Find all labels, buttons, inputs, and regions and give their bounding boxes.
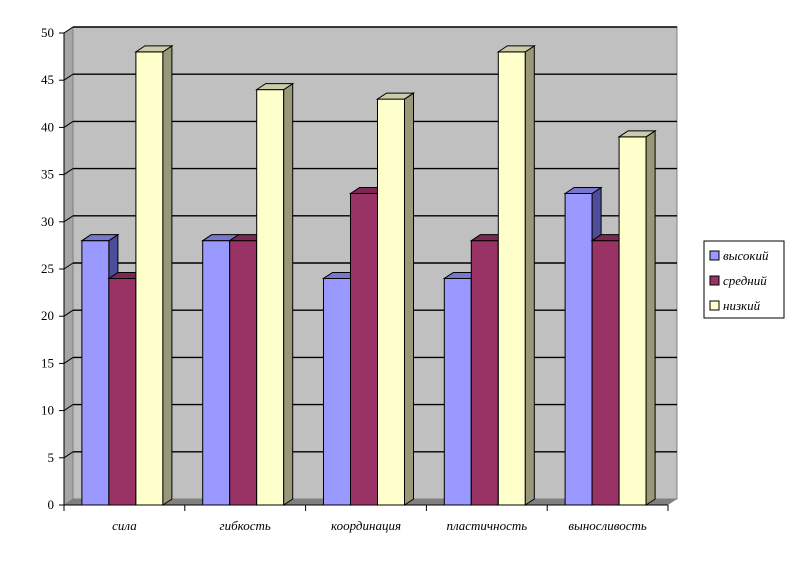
- bar-front: [470, 240, 499, 506]
- legend-swatch: [709, 250, 720, 261]
- bar-top: [563, 186, 603, 194]
- bar: [255, 82, 295, 506]
- bar-front: [229, 240, 258, 506]
- x-tick-label: координация: [331, 518, 401, 533]
- legend: высокий средний низкий: [703, 240, 785, 319]
- bar-top: [375, 92, 416, 100]
- bar-top: [255, 83, 295, 91]
- y-tick-label: 15: [41, 355, 54, 370]
- bar-front: [135, 51, 164, 506]
- legend-item: средний: [709, 273, 767, 288]
- bar-front: [81, 240, 110, 506]
- y-tick-label: 20: [41, 308, 54, 323]
- bars: [80, 44, 657, 506]
- bar-front: [377, 98, 405, 506]
- bar-front: [443, 277, 472, 506]
- y-tick-label: 10: [41, 403, 54, 418]
- bar-front: [108, 277, 137, 506]
- x-tick-label: выносливость: [568, 518, 646, 533]
- bar-front: [202, 240, 231, 506]
- gridline-depth: [63, 73, 74, 81]
- bar: [134, 44, 174, 506]
- legend-label: высокий: [723, 248, 769, 263]
- gridline-depth: [63, 168, 74, 176]
- gridline-depth: [63, 356, 74, 364]
- bar-top: [496, 45, 536, 53]
- bar-front: [256, 89, 285, 506]
- x-tick-label: гибкость: [220, 518, 271, 533]
- gridline-depth: [63, 262, 74, 270]
- y-tick-label: 25: [41, 261, 54, 276]
- y-tick-label: 50: [41, 25, 54, 40]
- bar-top: [134, 45, 174, 53]
- bar-front: [591, 240, 620, 506]
- bar-top: [80, 234, 120, 242]
- gridline-depth: [63, 309, 74, 317]
- bar: [617, 129, 657, 506]
- x-tick-label: пластичность: [446, 518, 527, 533]
- legend-swatch: [709, 300, 720, 311]
- axes: 0 5 10 15 20 25 30 35 40 45 50 сила гибкость координа…: [41, 25, 669, 533]
- y-tick-label: 30: [41, 214, 54, 229]
- y-tick-label: 5: [48, 450, 55, 465]
- legend-item: низкий: [709, 298, 761, 313]
- gridline-depth: [63, 215, 74, 223]
- bar-side: [524, 44, 535, 506]
- bar-side: [645, 129, 656, 506]
- bar-side: [162, 44, 173, 506]
- y-tick-label: 40: [41, 119, 54, 134]
- bar-front: [323, 277, 351, 506]
- gridline-depth: [63, 120, 74, 128]
- y-tick-label: 45: [41, 72, 54, 87]
- bar-side: [283, 82, 294, 506]
- bar-front: [564, 192, 593, 506]
- gridline-depth: [63, 26, 74, 34]
- y-tick-label: 0: [48, 497, 55, 512]
- gridline-depth: [63, 404, 74, 412]
- legend-item: высокий: [709, 248, 769, 263]
- x-tick-label: сила: [112, 518, 137, 533]
- bar: [375, 92, 416, 506]
- y-tick-label: 35: [41, 167, 54, 182]
- bar-front: [497, 51, 526, 506]
- bar-front: [350, 192, 378, 506]
- legend-swatch: [709, 275, 720, 286]
- gridline-depth: [63, 451, 74, 459]
- bar-top: [617, 130, 657, 138]
- legend-label: средний: [723, 273, 767, 288]
- bar: [496, 44, 536, 506]
- bar-side: [404, 92, 414, 506]
- legend-label: низкий: [723, 298, 761, 313]
- bar-front: [618, 136, 647, 506]
